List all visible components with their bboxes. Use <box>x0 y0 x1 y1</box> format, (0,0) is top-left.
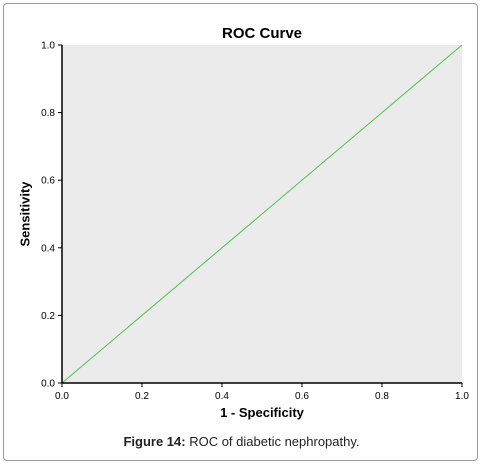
caption-label: Figure 14: <box>123 434 186 449</box>
y-axis-label: Sensitivity <box>17 181 32 247</box>
x-tick-label: 0.8 <box>375 391 389 402</box>
figure-caption: Figure 14: ROC of diabetic nephropathy. <box>0 434 483 449</box>
x-tick-label: 0.4 <box>215 391 229 402</box>
roc-curve-line <box>61 44 463 384</box>
x-axis-label: 1 - Specificity <box>220 405 305 420</box>
x-tick-label: 1.0 <box>455 391 469 402</box>
y-tick-label: 0.8 <box>41 108 55 119</box>
x-tick-label: 0.2 <box>135 391 149 402</box>
y-tick-label: 0.0 <box>41 379 55 390</box>
y-tick-label: 1.0 <box>41 41 55 52</box>
x-tick-label: 0.6 <box>295 391 309 402</box>
x-tick-label: 0.0 <box>55 391 69 402</box>
caption-text: ROC of diabetic nephropathy. <box>185 434 360 449</box>
y-tick-label: 0.2 <box>41 311 55 322</box>
y-tick-label: 0.6 <box>41 176 55 187</box>
y-tick-label: 0.4 <box>41 243 55 254</box>
chart-title: ROC Curve <box>222 25 302 42</box>
